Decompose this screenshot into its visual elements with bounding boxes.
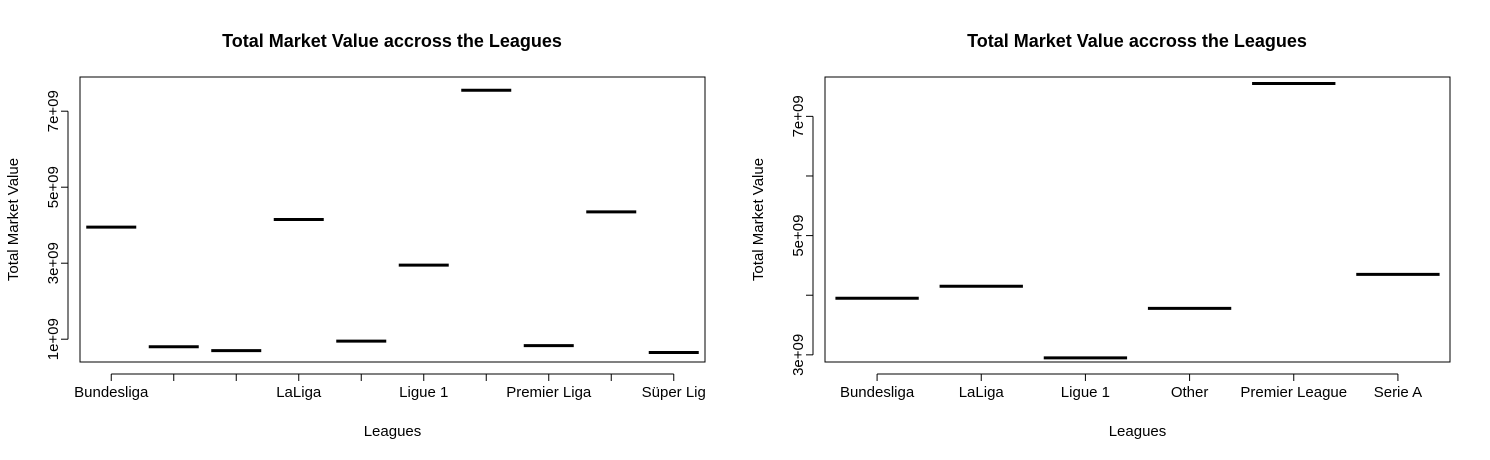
x-tick-label: Premier League	[1240, 384, 1347, 401]
x-tick-label: Premier Liga	[506, 384, 592, 401]
y-tick-label: 3e+09	[45, 242, 62, 284]
y-tick-label: 7e+09	[45, 90, 62, 132]
x-axis-label: Leagues	[364, 423, 422, 440]
plot-frame	[824, 76, 1451, 363]
plot-frame	[79, 76, 706, 363]
y-axis-label: Total Market Value	[750, 158, 767, 281]
y-tick-label: 5e+09	[45, 166, 62, 208]
y-tick-label: 5e+09	[790, 215, 807, 257]
y-axis-label: Total Market Value	[5, 158, 22, 281]
x-tick-label: Bundesliga	[840, 384, 915, 401]
x-tick-label: Bundesliga	[74, 384, 149, 401]
x-tick-label: Ligue 1	[1061, 384, 1110, 401]
chart-panel-2: Total Market Value accross the Leagues 3e…	[750, 31, 1451, 440]
y-tick-label: 1e+09	[45, 318, 62, 360]
x-tick-label: Ligue 1	[399, 384, 448, 401]
chart-panel-1: Total Market Value accross the Leagues 1e…	[5, 31, 706, 440]
y-tick-label: 3e+09	[790, 334, 807, 376]
x-tick-label: LaLiga	[276, 384, 322, 401]
x-tick-label: Other	[1171, 384, 1209, 401]
chart-title: Total Market Value accross the Leagues	[967, 31, 1307, 51]
y-tick-label: 7e+09	[790, 95, 807, 137]
x-tick-label: Serie A	[1374, 384, 1422, 401]
x-tick-label: LaLiga	[959, 384, 1005, 401]
x-tick-label: Süper Lig	[642, 384, 706, 401]
x-axis-label: Leagues	[1109, 423, 1167, 440]
chart-title: Total Market Value accross the Leagues	[222, 31, 562, 51]
